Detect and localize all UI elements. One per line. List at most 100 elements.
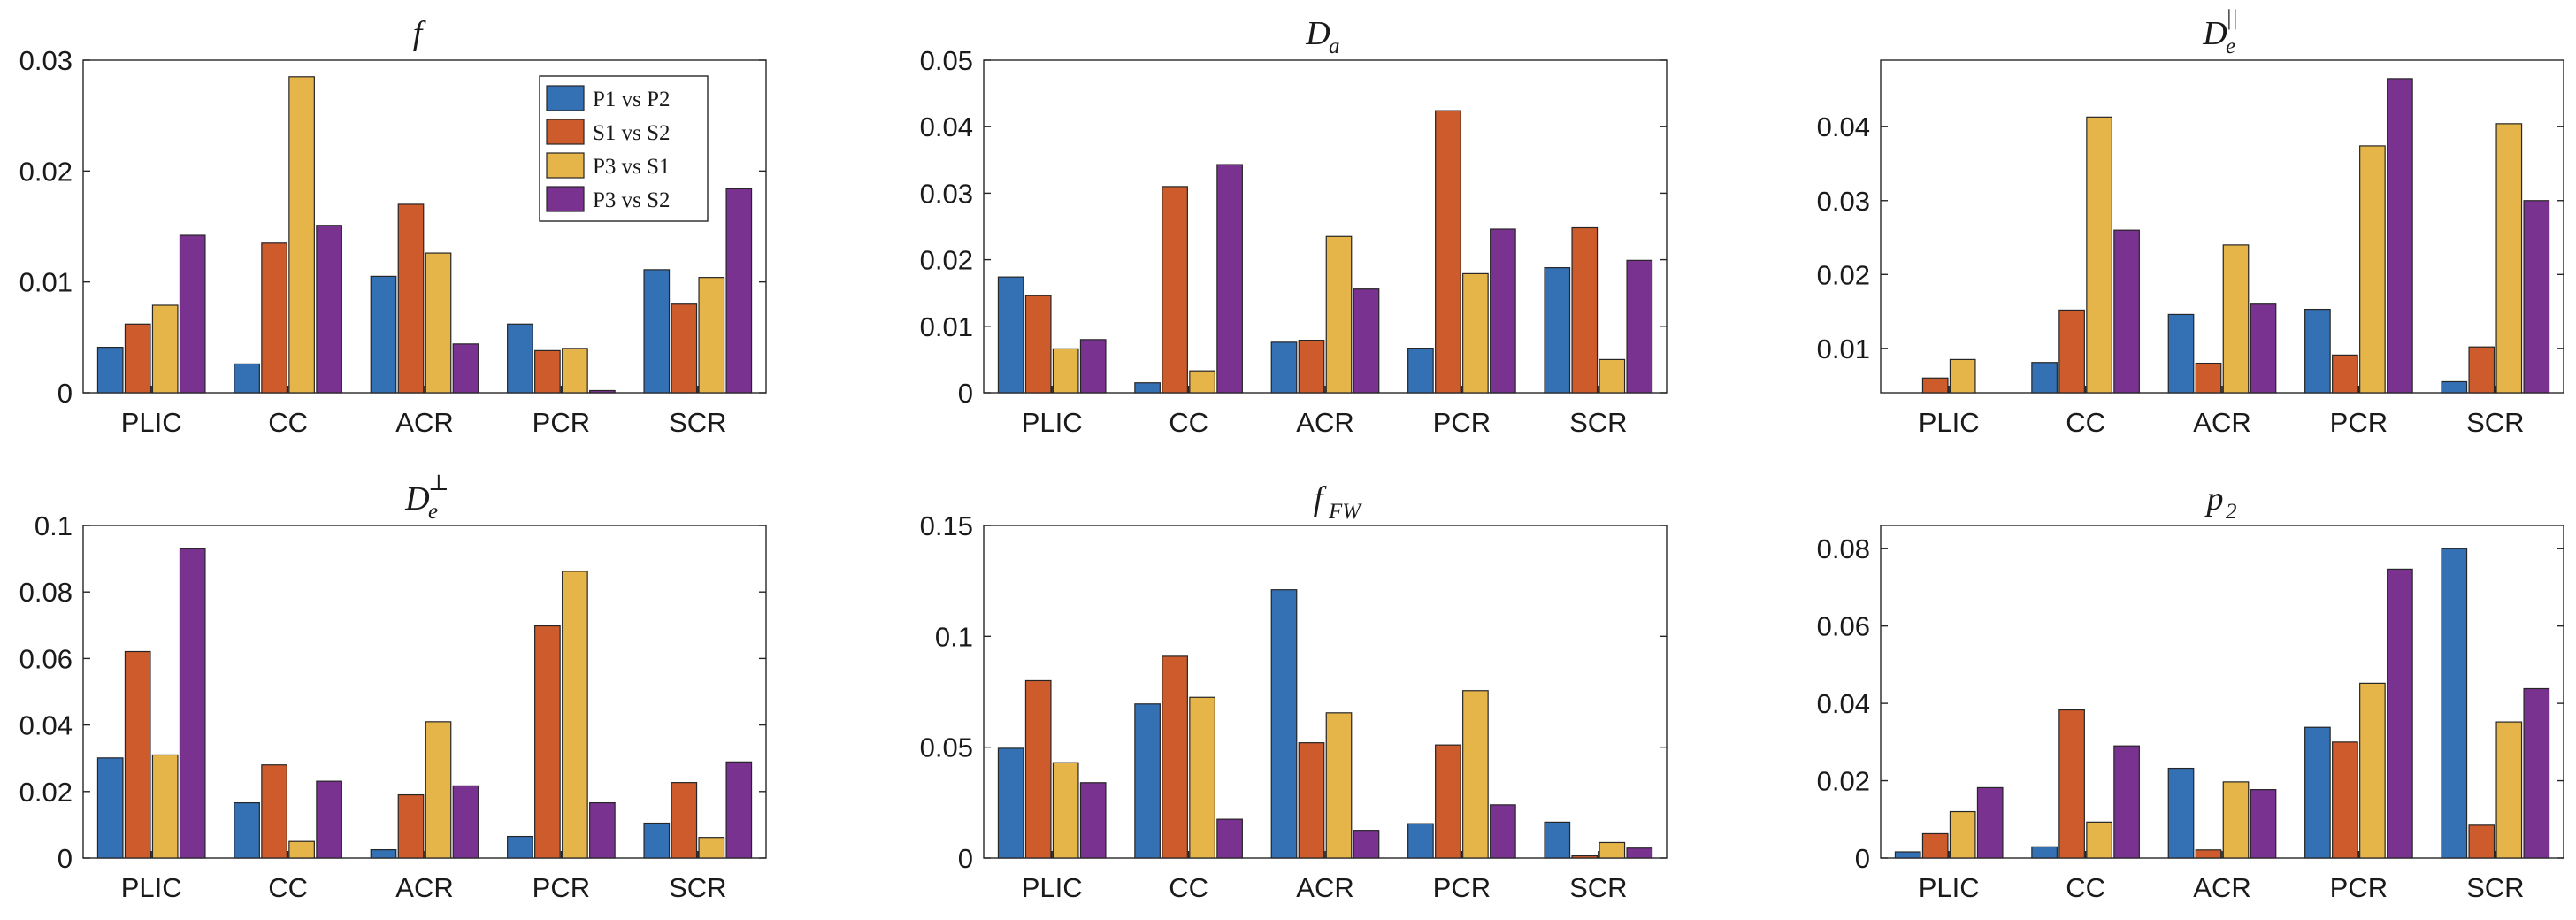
bar-acr-series-1 [370,848,397,859]
panel-title-subscript: a [1329,34,1340,58]
bar-acr-series-3 [425,721,452,859]
bar-pcr-series-1 [1407,823,1434,859]
bar-pcr-series-2 [2332,354,2358,394]
x-category-label: PLIC [1022,407,1083,438]
x-category-label: CC [268,407,308,438]
x-category-label: SCR [1569,407,1627,438]
bar-plic-series-2 [1024,679,1052,859]
y-tick-label: 0.1 [935,621,973,652]
legend-entry-label: P3 vs S1 [593,155,671,179]
bar-pcr-series-4 [1490,804,1516,859]
bar-cc-series-2 [1162,186,1188,394]
bar-scr-series-1 [1544,267,1571,394]
bar-scr-series-3 [1598,358,1626,394]
legend: P1 vs P2 S1 vs S2 P3 vs S1 P3 vs S2 [539,75,709,222]
y-tick-label: 0.08 [1817,533,1870,564]
y-tick-label: 0.02 [1817,766,1870,797]
x-category-label: PCR [1433,872,1491,903]
bar-pcr-series-2 [2332,741,2358,859]
bar-scr-series-1 [2441,548,2468,859]
bar-acr-series-1 [2167,313,2195,394]
bar-acr-series-1 [370,275,397,394]
x-category-label: PLIC [1919,407,1980,438]
panel-da: 0 0.01 0.02 0.03 0.04 0.05 PLIC CC ACR PCR SCR Da [920,15,1668,438]
x-category-label: PLIC [121,872,182,903]
bar-acr-series-1 [2167,767,2195,859]
x-category-label: PCR [2330,407,2388,438]
y-tick-label: 0.03 [1817,186,1870,217]
panel-title-subscript: 2 [2226,500,2237,524]
bar-cc-series-1 [234,801,260,859]
bar-cc-series-1 [2031,846,2058,859]
bar-acr-series-2 [2195,849,2222,859]
bar-pcr-series-4 [589,801,616,859]
y-tick-label: 0.05 [920,732,973,763]
bar-pcr-series-1 [507,323,533,394]
bar-acr-series-2 [397,203,425,394]
bar-scr-series-1 [643,822,671,859]
bar-cc-series-2 [261,764,288,859]
panel-title-superscript: || [2226,6,2238,30]
bar-pcr-series-3 [1462,272,1489,394]
panel-title-superscript: ⊥ [428,472,449,495]
bar-cc-series-3 [1189,696,1215,859]
x-category-label: PCR [2330,872,2388,903]
bar-plic-series-1 [1894,851,1921,859]
bar-acr-series-2 [397,794,425,859]
bar-plic-series-1 [96,757,124,859]
bar-pcr-series-3 [562,571,588,859]
legend-entry-label: S1 vs S2 [593,121,671,145]
bar-scr-series-4 [725,761,753,859]
bar-cc-series-3 [2086,116,2112,394]
bar-scr-series-2 [671,303,698,394]
x-category-label: PCR [533,407,590,438]
y-tick-label: 0 [958,843,973,874]
bar-plic-series-2 [1024,295,1052,394]
legend-swatch [546,85,585,111]
x-category-label: CC [1169,407,1208,438]
x-category-label: SCR [2466,872,2524,903]
bar-scr-series-4 [725,188,753,394]
x-category-label: PLIC [1022,872,1083,903]
bar-pcr-series-3 [2359,682,2386,859]
panel-p2: 0 0.02 0.04 0.06 0.08 PLIC CC ACR PCR SCR p 2 [1817,480,2564,903]
x-category-label: SCR [669,872,726,903]
bar-pcr-series-4 [1490,228,1516,394]
panel-title-main: f [413,15,426,52]
legend-swatch [546,119,585,145]
bar-acr-series-2 [2195,362,2222,394]
y-tick-label: 0.06 [1817,611,1870,642]
bar-cc-series-2 [1162,656,1188,859]
bar-plic-series-2 [124,650,151,859]
y-tick-label: 0 [1855,843,1870,874]
bar-scr-series-2 [2468,346,2496,394]
bar-cc-series-2 [261,242,288,394]
y-tick-label: 0.01 [19,267,73,298]
y-tick-label: 0.02 [920,245,973,276]
x-category-label: PCR [533,872,590,903]
bar-acr-series-3 [2222,244,2250,394]
bar-acr-series-3 [425,252,452,394]
y-tick-label: 0 [58,843,73,874]
bar-cc-series-3 [2086,821,2112,859]
bar-acr-series-4 [2250,303,2277,394]
bar-scr-series-2 [2468,824,2496,859]
x-category-label: PLIC [121,407,182,438]
panel-title: f FW [1314,480,1363,524]
y-tick-label: 0.05 [920,45,973,76]
bar-scr-series-2 [1571,226,1598,394]
bar-plic-series-2 [1921,377,1949,394]
bar-scr-series-2 [1571,855,1598,859]
y-tick-label: 0.02 [19,156,73,187]
bar-cc-series-4 [316,780,342,859]
y-tick-label: 0 [958,378,973,409]
bar-pcr-series-1 [2304,726,2331,859]
bar-plic-series-1 [96,347,124,394]
y-tick-label: 0.04 [19,710,73,741]
x-category-label: CC [1169,872,1208,903]
bar-plic-series-4 [1976,786,2004,859]
y-tick-label: 0.08 [19,577,73,608]
panel-title: f [413,15,426,52]
x-category-label: ACR [2193,872,2250,903]
